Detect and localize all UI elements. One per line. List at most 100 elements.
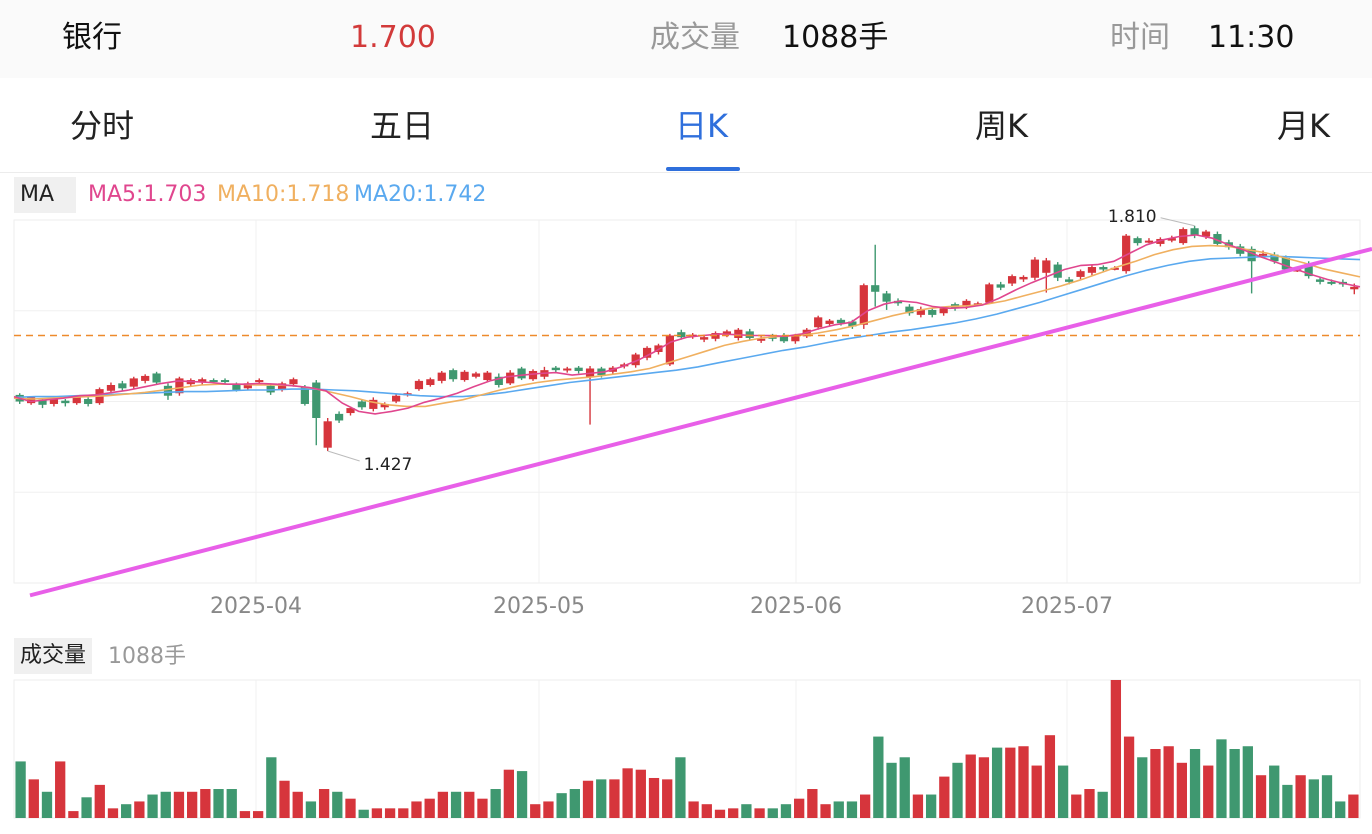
volume-bar: [1308, 779, 1319, 818]
volume-bar: [187, 791, 198, 818]
volume-bar: [952, 762, 963, 818]
volume-bar: [516, 771, 528, 818]
tab-five-day[interactable]: 五日: [370, 107, 435, 145]
candle-body: [814, 317, 823, 328]
volume-bar: [754, 808, 765, 818]
ma20-line: [13, 255, 1361, 399]
volume-bar: [741, 804, 752, 818]
candle-body: [129, 378, 138, 387]
time-value: 11:30: [1208, 20, 1295, 55]
period-tabs: 分时 五日 日K 周K 月K: [0, 80, 1372, 173]
candle-body: [1110, 267, 1119, 270]
candle-body: [1076, 271, 1085, 277]
candle-body: [574, 367, 583, 371]
volume-bar: [55, 761, 66, 818]
volume-bar: [886, 762, 897, 818]
tab-monthly-k[interactable]: 月K: [1277, 107, 1330, 145]
volume-bar: [1137, 757, 1148, 818]
volume-panel-frame: [13, 679, 1361, 819]
candle-body: [334, 413, 344, 421]
volume-bar: [15, 761, 26, 818]
candle-body: [72, 397, 81, 404]
candle-body: [1042, 260, 1051, 273]
candle-body: [996, 284, 1005, 288]
volume-bar: [1110, 680, 1122, 818]
candle-body: [449, 370, 458, 380]
current-price: 1.700: [350, 20, 436, 55]
candle-body: [106, 385, 116, 391]
candle-body: [1350, 286, 1359, 290]
volume-bar: [846, 801, 858, 818]
x-tick-label: 2025-07: [1021, 594, 1113, 619]
candle-body: [563, 368, 572, 371]
volume-bar: [1229, 749, 1240, 818]
volume-bar: [358, 809, 369, 818]
low-annotation-leader: [327, 450, 360, 462]
candle-body: [152, 373, 161, 383]
volume-bar: [714, 809, 726, 818]
volume-bar: [635, 769, 646, 818]
candle-body: [848, 321, 857, 327]
candle-body: [1304, 263, 1313, 277]
volume-bar: [292, 791, 303, 818]
volume-bar: [780, 804, 792, 818]
volume-bar: [437, 791, 449, 818]
volume-bar: [794, 798, 805, 818]
volume-bar: [1176, 762, 1187, 818]
volume-bar: [266, 757, 277, 818]
volume-bar: [490, 789, 501, 818]
volume-bar: [622, 768, 633, 818]
x-tick-label: 2025-06: [750, 594, 842, 619]
candle-body: [61, 400, 70, 404]
candle-body: [346, 408, 355, 414]
candle-body: [392, 395, 401, 402]
low-annotation: 1.427: [364, 455, 413, 475]
volume-label: 成交量: [650, 20, 740, 55]
volume-bar: [991, 747, 1003, 818]
volume-bar: [1321, 775, 1333, 818]
candle-body: [836, 319, 846, 324]
candle-body: [506, 372, 515, 384]
candle-body: [300, 387, 309, 404]
volume-bar: [1005, 747, 1016, 818]
volume-bar: [160, 791, 171, 818]
candle-body: [1007, 276, 1017, 284]
candle-body: [323, 421, 332, 448]
candle-body: [1236, 246, 1245, 254]
candle-body: [437, 372, 446, 381]
volume-bar: [1084, 789, 1095, 818]
candle-body: [426, 379, 435, 385]
volume-bar: [1282, 784, 1293, 818]
candle-body: [141, 375, 150, 381]
volume-bar: [200, 789, 211, 818]
volume-bar: [147, 794, 158, 818]
candle-body: [209, 380, 218, 383]
volume-bar: [371, 808, 383, 818]
candle-body: [665, 335, 674, 365]
volume-bar: [609, 779, 620, 818]
volume-bar: [398, 808, 409, 818]
volume-bar: [873, 736, 884, 818]
volume-bar: [556, 793, 567, 818]
ma5-line: [13, 234, 1361, 415]
candle-body: [243, 383, 252, 389]
tab-intraday[interactable]: 分时: [70, 107, 135, 145]
volume-indicator-selector[interactable]: 成交量: [14, 638, 93, 674]
tab-weekly-k[interactable]: 周K: [975, 107, 1028, 145]
candle-body: [928, 309, 937, 315]
volume-bar: [68, 811, 79, 818]
volume-bar: [807, 789, 818, 818]
volume-bar: [1295, 775, 1306, 818]
volume-bar: [279, 780, 290, 818]
candle-body: [1258, 253, 1268, 256]
tab-daily-k[interactable]: 日K: [675, 107, 728, 145]
ma20-label: MA20:1.742: [354, 182, 487, 207]
candle-body: [517, 368, 526, 379]
candle-body: [1087, 267, 1097, 273]
quote-header: 银行 1.700 成交量 1088手 时间 11:30: [0, 0, 1372, 78]
volume-bar: [503, 769, 514, 818]
candle-body: [414, 380, 424, 390]
ma-selector[interactable]: MA: [14, 177, 76, 213]
volume-bar: [450, 791, 462, 818]
